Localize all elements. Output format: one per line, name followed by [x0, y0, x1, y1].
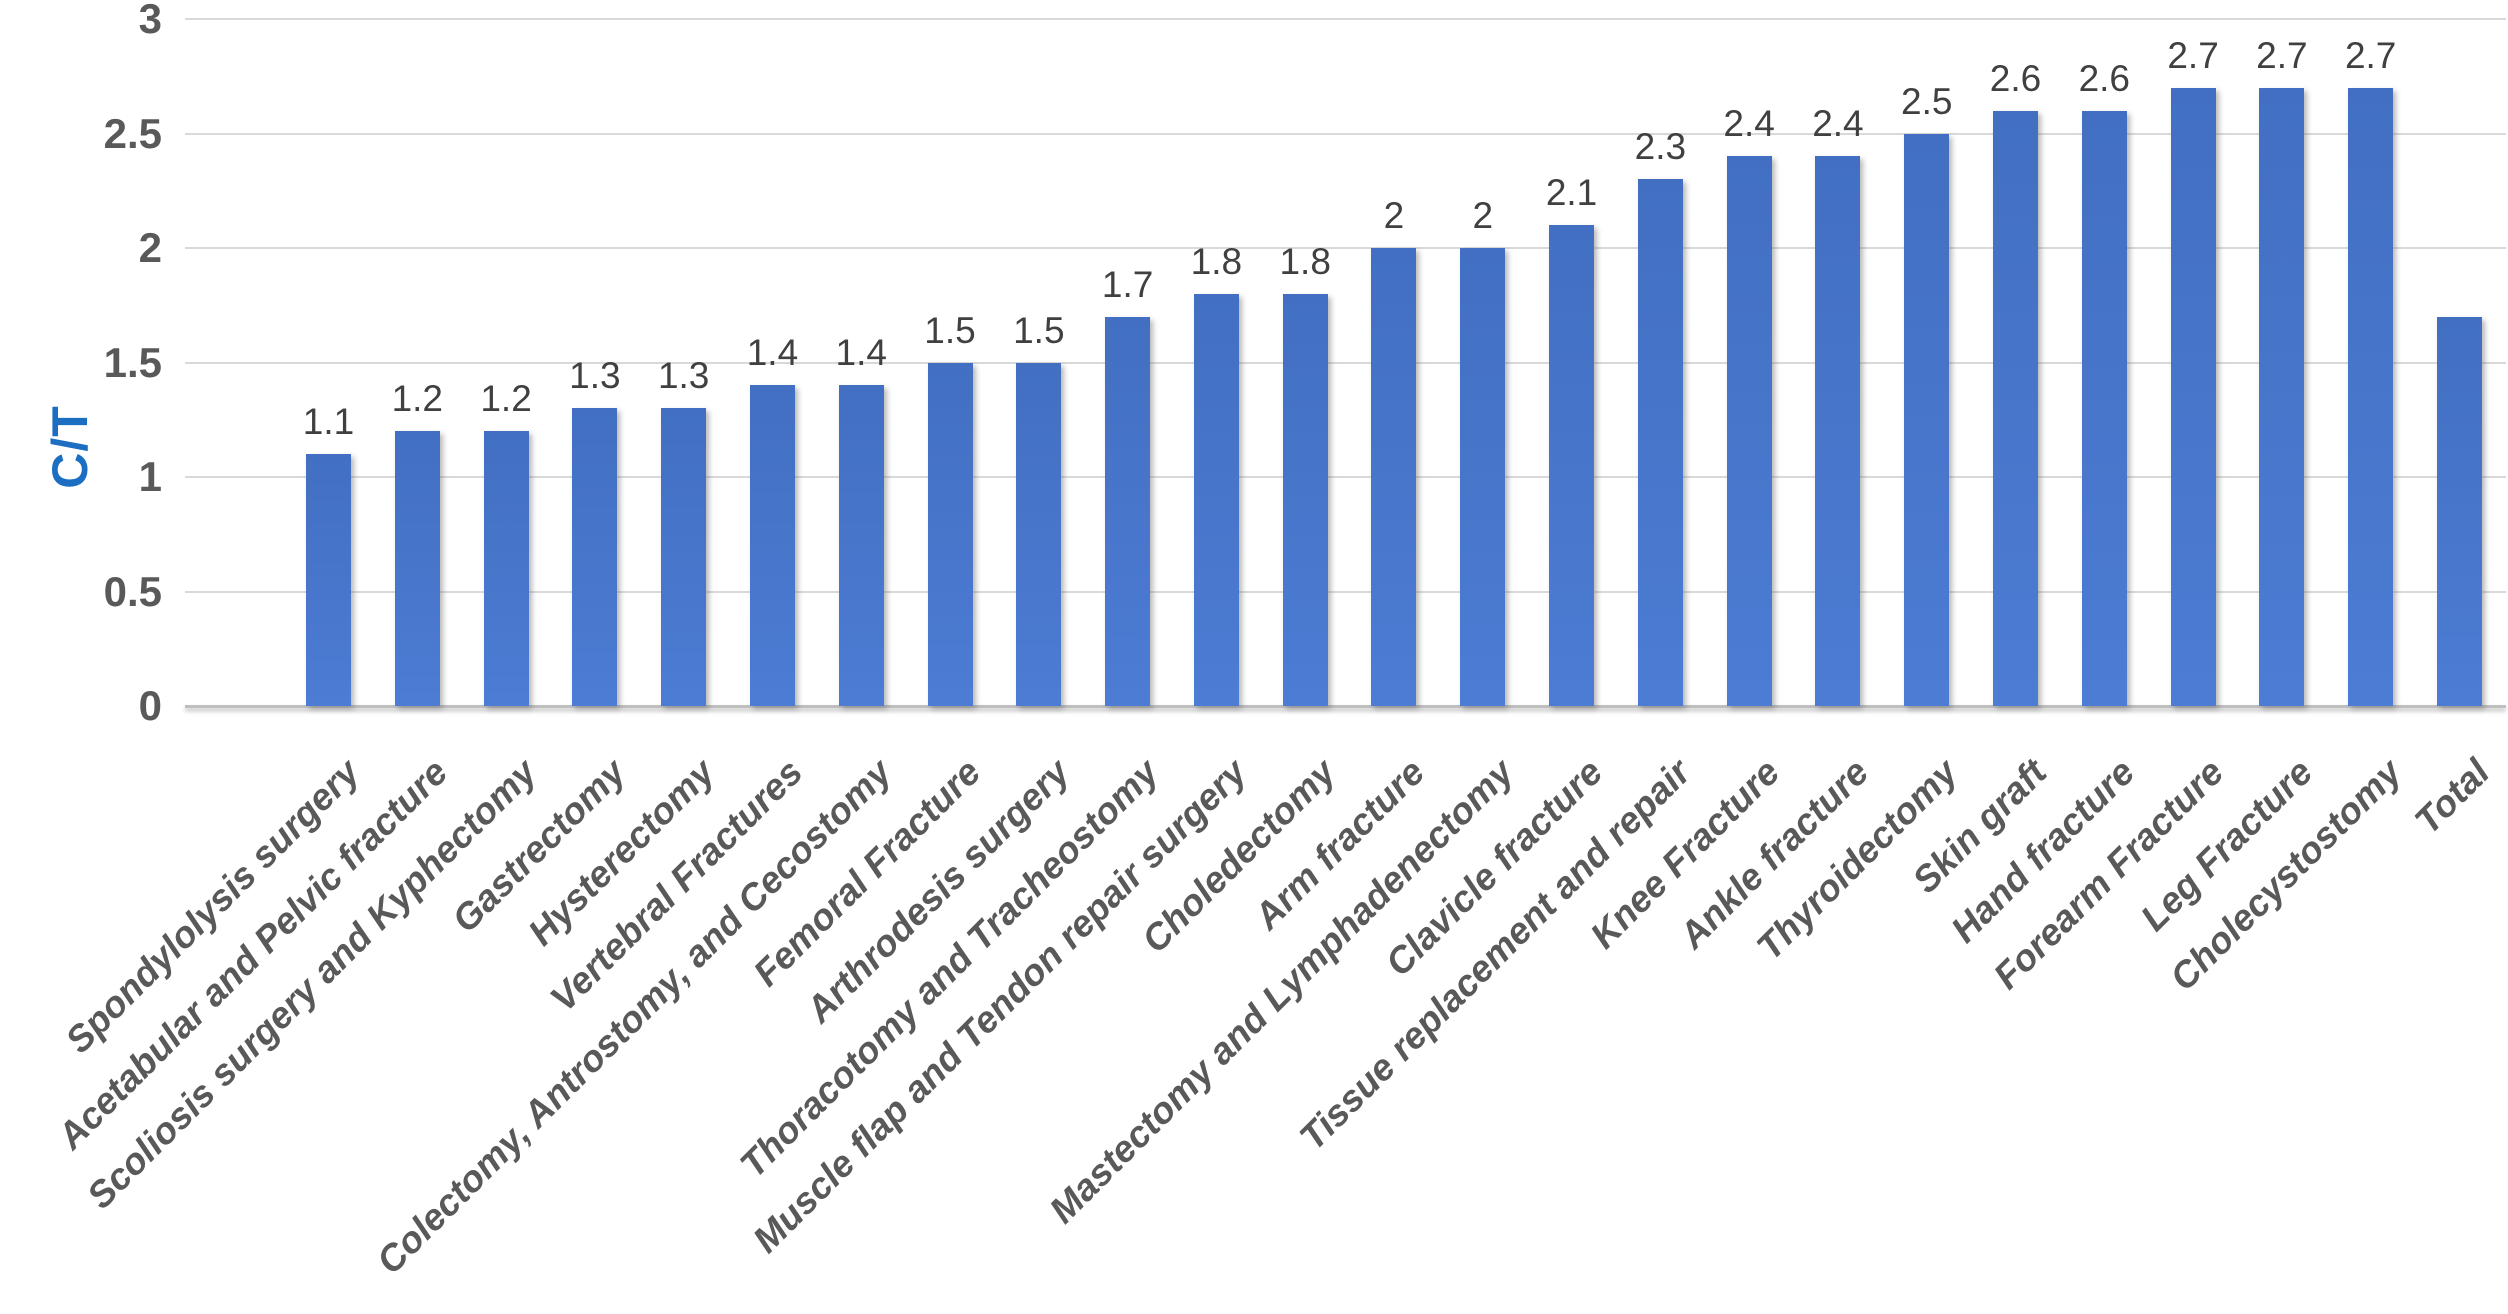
gridline	[185, 132, 2506, 135]
gridline	[185, 590, 2506, 593]
gridline	[185, 18, 2506, 20]
y-axis-tick: 2.5	[103, 109, 162, 157]
bar-value-label: 1.5	[924, 309, 976, 351]
bar-value-label: 1.1	[302, 401, 355, 443]
bar-value-label: 1.8	[1190, 240, 1243, 282]
bar	[1726, 156, 1772, 706]
bar-value-label: 2	[1472, 195, 1494, 236]
y-axis-tick: 1.5	[103, 338, 162, 386]
bar-value-label: 2.6	[1989, 57, 2042, 99]
bar	[1371, 248, 1417, 706]
y-axis-tick: 1	[138, 453, 162, 500]
bar	[394, 431, 440, 706]
bar	[1460, 248, 1506, 706]
bar-value-label: 2.7	[2344, 34, 2397, 76]
bar	[927, 362, 973, 706]
x-axis-line	[185, 705, 2506, 708]
bar	[572, 408, 618, 706]
bar	[1282, 293, 1328, 706]
gridline	[185, 476, 2506, 478]
bar-value-label: 2.6	[2078, 57, 2131, 99]
bar-value-label: 2.1	[1545, 172, 1598, 214]
bar-value-label: 2	[1383, 195, 1405, 236]
bar	[2259, 87, 2305, 706]
bar	[483, 431, 529, 706]
bar-value-label: 2.3	[1634, 126, 1687, 168]
bar	[749, 385, 795, 706]
bar	[1549, 225, 1595, 706]
bar-value-label: 1.3	[569, 355, 621, 397]
bar-value-label: 2.4	[1723, 103, 1775, 145]
bar	[2436, 316, 2482, 706]
bar	[1993, 110, 2038, 706]
bar	[2170, 87, 2216, 706]
bar	[1105, 316, 1151, 706]
bar	[1016, 362, 1062, 706]
bar	[838, 385, 884, 706]
bar-value-label: 1.2	[480, 378, 532, 420]
bar-value-label: 1.2	[391, 378, 443, 420]
bar	[2348, 87, 2394, 706]
bar-value-label: 1.4	[835, 332, 887, 374]
bar-value-label: 2.7	[2256, 34, 2308, 76]
bar	[1637, 179, 1683, 706]
bar-value-label: 1.8	[1279, 240, 1331, 282]
bar-value-label: 1.5	[1013, 309, 1065, 351]
bar	[1193, 293, 1239, 706]
gridline	[185, 247, 2506, 249]
bar-value-label: 1.4	[746, 332, 799, 374]
bar-value-label: 2.4	[1812, 103, 1864, 145]
x-axis-label: Acetabular and Pelvic fracture	[49, 751, 456, 1157]
bar	[661, 408, 707, 706]
y-axis-tick: 3	[138, 0, 162, 42]
gridline	[185, 361, 2506, 364]
bar	[306, 454, 351, 706]
bar-value-label: 2.5	[1901, 80, 1953, 122]
bar-value-label: 1.3	[657, 355, 710, 397]
y-axis-tick: 2	[138, 224, 162, 271]
bar-value-label: 2.7	[2167, 34, 2219, 76]
bar	[1815, 156, 1861, 706]
y-axis-tick: 0.5	[103, 567, 162, 615]
bar	[1904, 133, 1950, 706]
bar-value-label: 1.7	[1101, 263, 1154, 305]
y-axis-tick: 0	[138, 682, 162, 729]
x-axis-label: Total	[2407, 751, 2498, 842]
bar	[2081, 110, 2127, 706]
